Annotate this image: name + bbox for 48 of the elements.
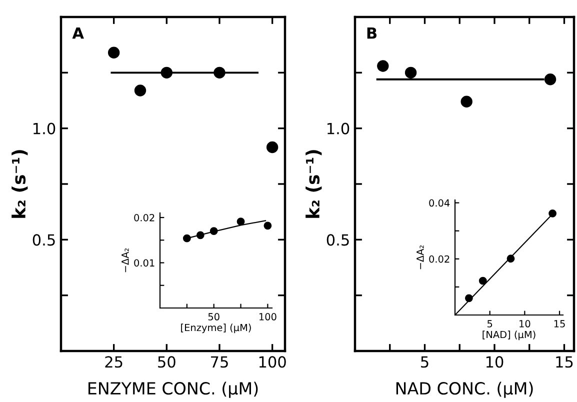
x-tick-label: 15 xyxy=(554,320,565,328)
point xyxy=(108,46,120,58)
point xyxy=(196,231,204,240)
point xyxy=(266,141,278,154)
point xyxy=(478,276,487,285)
point xyxy=(214,66,226,79)
y-tick-label: 0.01 xyxy=(134,259,154,267)
x-axis-title: [Enzyme] (μM) xyxy=(181,324,251,334)
x-tick-label: 5 xyxy=(421,356,428,368)
text: B xyxy=(367,27,377,39)
text: A xyxy=(72,27,84,39)
point xyxy=(134,84,146,96)
point xyxy=(464,294,473,302)
y-tick-label: 1.0 xyxy=(328,122,350,134)
point xyxy=(460,96,472,108)
point xyxy=(182,234,191,242)
y-tick-label: 1.0 xyxy=(34,122,56,134)
x-tick-label: 75 xyxy=(211,356,228,368)
point xyxy=(544,74,556,86)
y-axis-title: k₂ (s⁻¹) xyxy=(306,150,322,218)
x-tick-label: 10 xyxy=(520,320,530,328)
y-axis-title: −ΔA₂ xyxy=(122,248,129,272)
point xyxy=(210,227,218,236)
point xyxy=(506,254,515,263)
y-tick-label: 0.04 xyxy=(429,199,450,207)
x-tick-label: 100 xyxy=(259,356,286,368)
point xyxy=(236,218,245,226)
point xyxy=(264,222,272,230)
x-tick-label: 10 xyxy=(486,356,504,368)
y-axis-title: k₂ (s⁻¹) xyxy=(12,150,28,218)
point xyxy=(160,66,173,79)
x-axis-title: [NAD] (μM) xyxy=(482,330,536,340)
y-axis-title: −ΔA₂ xyxy=(416,245,424,270)
x-tick-label: 50 xyxy=(208,313,220,320)
x-tick-label: 50 xyxy=(158,356,176,368)
x-axis-title: NAD CONC. (μM) xyxy=(396,382,533,398)
x-axis-title: ENZYME CONC. (μM) xyxy=(88,382,258,398)
y-tick-label: 0.02 xyxy=(429,255,450,263)
point xyxy=(548,210,556,218)
x-tick-label: 25 xyxy=(105,356,122,368)
y-tick-label: 0.02 xyxy=(134,214,154,222)
x-tick-label: 100 xyxy=(259,313,276,320)
x-tick-label: 5 xyxy=(487,320,492,328)
y-tick-label: 0.5 xyxy=(326,234,349,246)
point xyxy=(404,66,417,79)
y-tick-label: 0.5 xyxy=(32,234,55,246)
point xyxy=(377,60,389,72)
x-tick-label: 15 xyxy=(556,356,573,368)
